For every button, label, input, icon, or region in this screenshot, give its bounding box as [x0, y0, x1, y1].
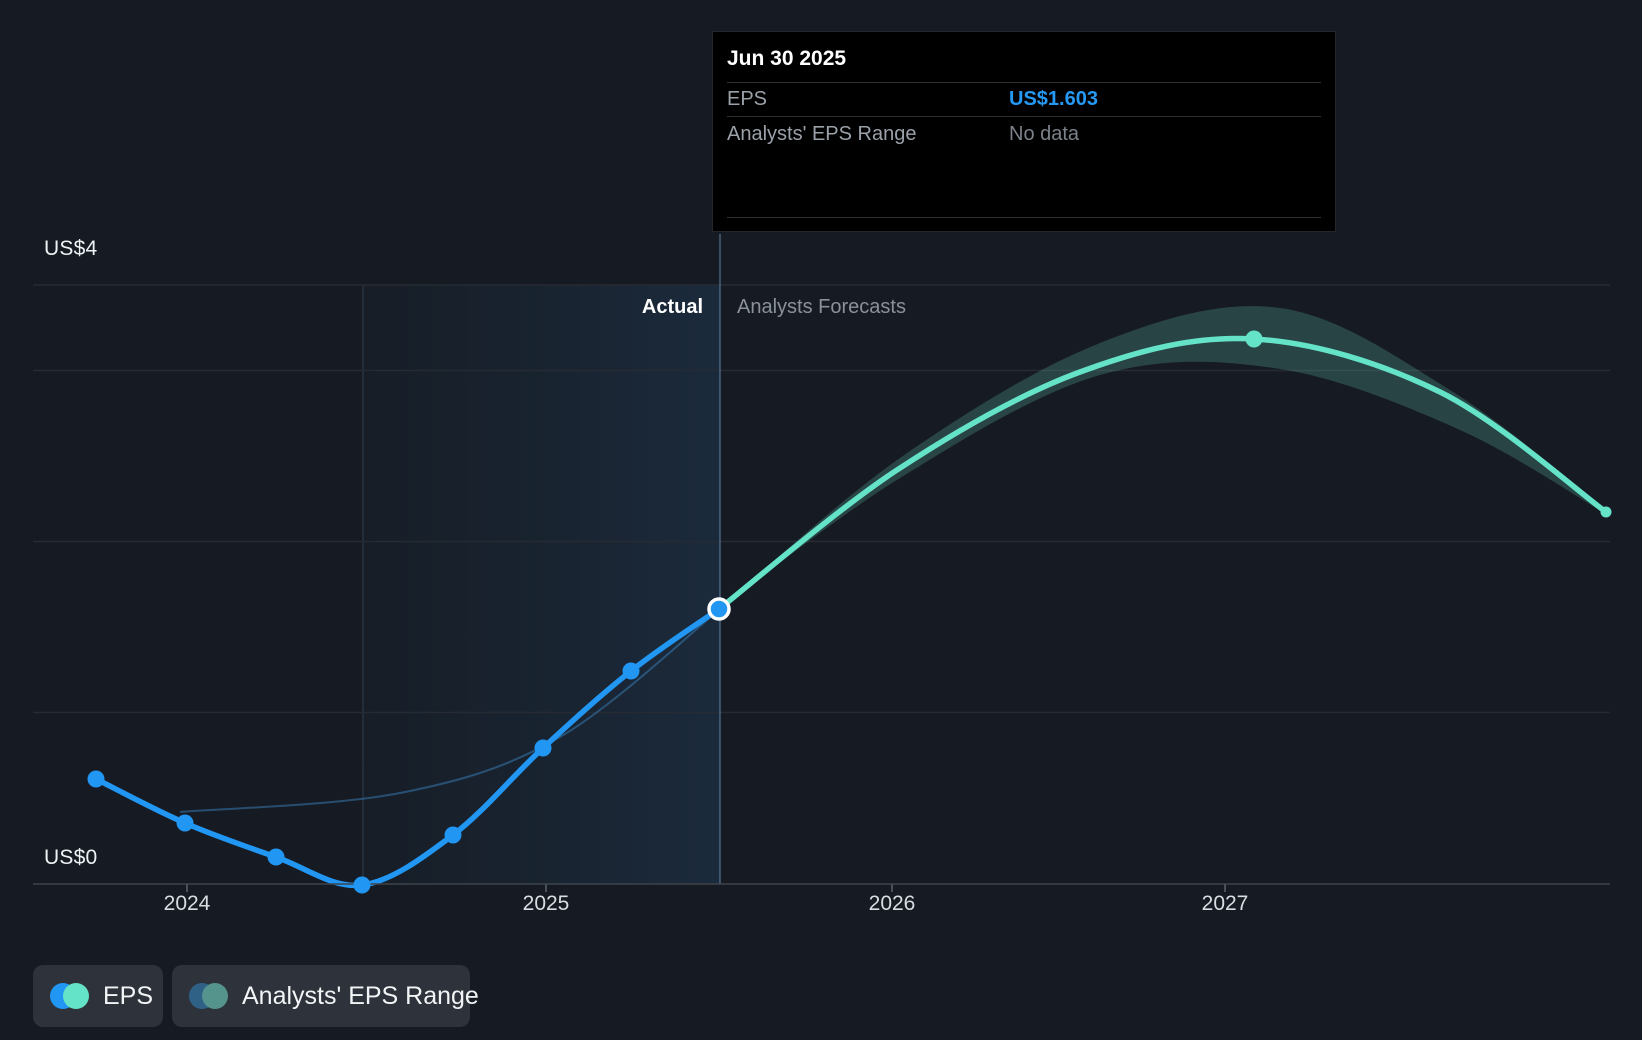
eps-forecast-line — [716, 335, 1609, 612]
y-axis-label-bottom: US$0 — [44, 846, 98, 869]
x-tick-label-2024: 2024 — [163, 892, 211, 915]
eps-data-point[interactable] — [353, 876, 371, 894]
analyst-eps-range-band — [719, 306, 1606, 609]
legend-range-label: Analysts' EPS Range — [242, 981, 479, 1010]
forecast-end-point[interactable] — [1600, 506, 1612, 518]
legend-teal-dot-icon — [63, 983, 89, 1009]
forecast-peak-point[interactable] — [1245, 330, 1263, 348]
y-axis-label-top: US$4 — [44, 237, 98, 260]
legend-eps-label: EPS — [103, 981, 154, 1010]
legend-item-eps[interactable]: EPS — [33, 965, 163, 1027]
eps-trend-faint-line — [179, 609, 720, 813]
hover-tooltip: Jun 30 2025 EPS US$1.603 Analysts' EPS R… — [712, 31, 1336, 232]
actual-section-label: Actual — [641, 296, 703, 318]
x-tick-label-2025: 2025 — [522, 892, 570, 915]
tooltip-divider — [727, 82, 1321, 83]
eps-data-point[interactable] — [622, 662, 640, 680]
tooltip-date: Jun 30 2025 — [727, 47, 847, 70]
x-tick-label-2026: 2026 — [868, 892, 916, 915]
legend-muted-teal-dot-icon — [202, 983, 228, 1009]
tooltip-eps-value: US$1.603 — [1009, 88, 1098, 110]
tooltip-row-label: EPS — [727, 88, 768, 110]
tooltip-divider — [727, 217, 1321, 218]
actual-region-highlight — [363, 285, 720, 884]
eps-data-point[interactable] — [267, 848, 285, 866]
tooltip-divider — [727, 116, 1321, 117]
eps-data-point[interactable] — [444, 826, 462, 844]
tooltip-row-label: Analysts' EPS Range — [727, 123, 917, 145]
legend-range-icon — [189, 983, 229, 1009]
eps-data-point[interactable] — [87, 770, 105, 788]
forecast-section-label: Analysts Forecasts — [737, 296, 906, 318]
eps-data-point[interactable] — [176, 814, 194, 832]
legend-item-analysts-eps-range[interactable]: Analysts' EPS Range — [172, 965, 479, 1027]
transition-data-point[interactable] — [707, 597, 731, 621]
tooltip-range-value: No data — [1009, 123, 1080, 145]
legend-eps-icon — [50, 983, 90, 1009]
eps-actual-line — [93, 606, 722, 889]
x-tick-label-2027: 2027 — [1201, 892, 1249, 915]
eps-data-point[interactable] — [534, 739, 552, 757]
